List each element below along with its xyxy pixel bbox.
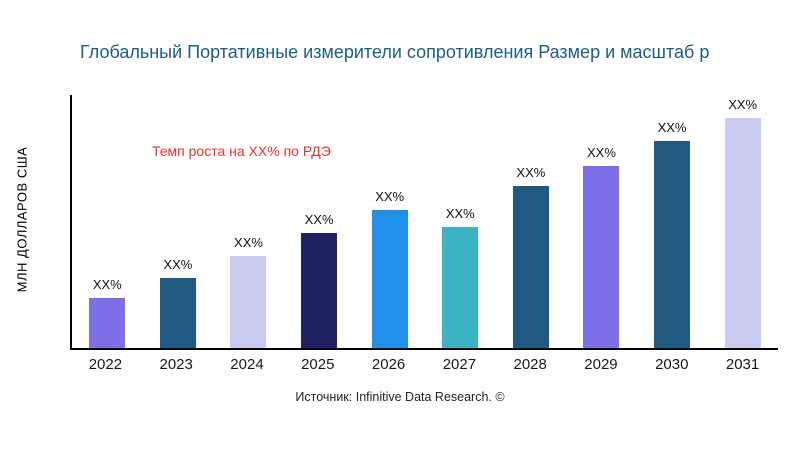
bar-group-2024: XX% [213, 235, 283, 348]
bar-2023 [159, 278, 196, 348]
chart-title: Глобальный Портативные измерители сопрот… [80, 42, 710, 62]
bar-value-label-2022: XX% [92, 277, 122, 292]
x-tick-2026: 2026 [371, 356, 406, 373]
bar-group-2026: XX% [355, 189, 425, 348]
x-tick-2030: 2030 [655, 356, 689, 373]
bar-value-label-2026: XX% [375, 189, 405, 204]
bar-value-label-2023: XX% [163, 257, 193, 272]
x-axis-labels: 2022 2023 2024 2025 2026 2027 2028 2029 2030 2031 [70, 356, 778, 373]
x-tick-2029: 2029 [584, 356, 618, 373]
bar-value-label-2029: XX% [587, 145, 616, 160]
y-axis-label: МЛН ДОЛЛАРОВ США [14, 146, 30, 293]
bar-value-label-2024: XX% [234, 235, 263, 250]
bar-group-2029: XX% [566, 145, 636, 348]
bars-container: XX% XX% XX% XX% XX% XX% XX% XX% XX% XX% [72, 95, 778, 348]
bar-value-label-2025: XX% [304, 212, 334, 227]
bar-group-2025: XX% [284, 212, 354, 348]
bar-group-2028: XX% [496, 165, 566, 348]
bar-group-2031: XX% [708, 97, 778, 348]
bar-value-label-2028: XX% [516, 165, 546, 180]
bar-2026 [371, 210, 408, 348]
x-tick-2025: 2025 [301, 356, 335, 373]
x-tick-2023: 2023 [159, 356, 193, 373]
x-tick-2027: 2027 [442, 356, 477, 373]
plot-area: Темп роста на XX% по РДЭ XX% XX% XX% XX% XX%… [70, 95, 778, 350]
bar-group-2030: XX% [637, 120, 707, 348]
x-tick-2028: 2028 [513, 356, 547, 373]
bar-value-label-2031: XX% [728, 97, 758, 112]
bar-value-label-2027: XX% [445, 206, 475, 221]
bar-2029 [583, 166, 620, 348]
bar-value-label-2030: XX% [657, 120, 687, 135]
bar-2028 [512, 186, 549, 348]
bar-group-2027: XX% [425, 206, 495, 348]
bar-2030 [654, 141, 691, 348]
source-attribution: Источник: Infinitive Data Research. © [295, 390, 505, 404]
bar-2025 [301, 233, 338, 348]
bar-2024 [230, 256, 267, 348]
bar-group-2023: XX% [143, 257, 213, 348]
growth-annotation: Темп роста на XX% по РДЭ [152, 143, 331, 159]
bar-group-2022: XX% [72, 277, 142, 348]
x-tick-2024: 2024 [230, 356, 264, 373]
x-tick-2022: 2022 [88, 356, 123, 373]
bar-2027 [442, 227, 479, 348]
bar-2031 [724, 118, 761, 348]
x-tick-2031: 2031 [725, 356, 760, 373]
bar-2022 [89, 298, 126, 348]
